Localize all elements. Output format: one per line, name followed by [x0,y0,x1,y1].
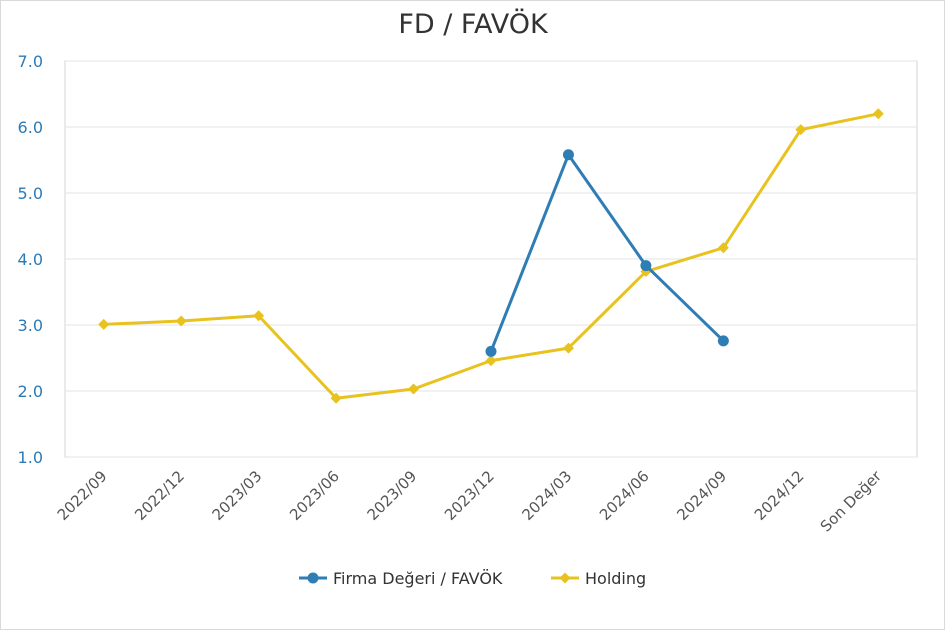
series-group [98,108,884,404]
legend-item-firma-degeri-favok[interactable]: Firma Değeri / FAVÖK [299,569,503,588]
legend-label: Holding [585,569,646,588]
x-tick-label: 2023/06 [286,467,343,524]
data-point [717,335,729,347]
y-tick-label: 7.0 [18,52,43,71]
y-tick-label: 2.0 [18,382,43,401]
x-tick-label: 2023/03 [209,467,266,524]
y-tick-label: 5.0 [18,184,43,203]
series-firma-degeri-favok [485,149,729,357]
x-tick-label: 2024/03 [518,467,575,524]
x-tick-label: Son Değer [817,467,886,536]
data-point [795,124,807,136]
data-point [408,383,420,395]
data-point [175,315,187,327]
legend: Firma Değeri / FAVÖK Holding [299,569,646,588]
data-point [640,260,652,272]
y-tick-label: 6.0 [18,118,43,137]
series-line [489,153,725,352]
data-point [872,108,884,120]
y-tick-label: 3.0 [18,316,43,335]
data-point [485,355,497,367]
y-tick-label: 1.0 [18,448,43,467]
legend-marker [559,572,571,584]
x-tick-label: 2022/09 [54,467,111,524]
data-point [562,342,574,354]
data-point [562,149,574,161]
x-tick-label: 2024/12 [751,467,808,524]
x-tick-label: 2023/12 [441,467,498,524]
legend-item-holding[interactable]: Holding [551,569,646,588]
y-tick-label: 4.0 [18,250,43,269]
x-tick-label: 2024/06 [596,467,653,524]
data-point [485,345,497,357]
legend-label: Firma Değeri / FAVÖK [333,569,503,588]
x-tick-label: 2022/12 [131,467,188,524]
data-point [330,392,342,404]
x-tick-label: 2023/09 [364,467,421,524]
y-axis: 1.0 2.0 3.0 4.0 5.0 6.0 7.0 [18,52,43,467]
grid-lines [65,60,917,458]
x-axis: 2022/09 2022/12 2023/03 2023/06 2023/09 2023/… [54,467,886,536]
legend-marker [307,572,319,584]
x-tick-label: 2024/09 [673,467,730,524]
data-point [253,310,265,322]
data-point [98,318,110,330]
data-point [717,242,729,254]
chart-title: FD / FAVÖK [398,8,549,40]
